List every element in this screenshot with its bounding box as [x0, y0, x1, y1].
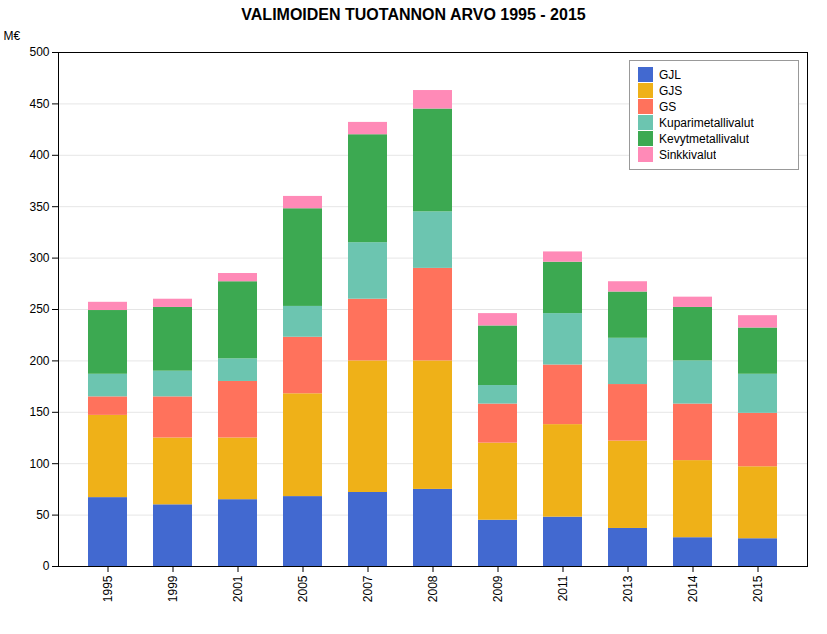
- svg-text:2009: 2009: [491, 575, 505, 602]
- svg-text:200: 200: [29, 354, 49, 368]
- svg-text:100: 100: [29, 457, 49, 471]
- html-text:Sinkkivalut: Sinkkivalut: [659, 147, 717, 162]
- html-text:VALIMOIDEN TUOTANNON ARVO 1995: VALIMOIDEN TUOTANNON ARVO 1995 - 2015: [241, 6, 586, 23]
- svg-text:2007: 2007: [361, 575, 375, 602]
- svg-text:0: 0: [43, 559, 50, 573]
- html-text:Kuparimetallivalut: Kuparimetallivalut: [659, 115, 754, 130]
- html-text:GJS: GJS: [659, 83, 683, 98]
- svg-text:2005: 2005: [296, 575, 310, 602]
- svg-text:M€: M€: [4, 29, 21, 43]
- svg-text:50: 50: [36, 508, 50, 522]
- svg-text:400: 400: [29, 148, 49, 162]
- svg-text:450: 450: [29, 97, 49, 111]
- svg-text:1999: 1999: [166, 575, 180, 602]
- svg-text:250: 250: [29, 302, 49, 316]
- html-text:GJL: GJL: [659, 67, 681, 82]
- svg-text:2013: 2013: [621, 575, 635, 602]
- svg-text:2008: 2008: [426, 575, 440, 602]
- svg-text:1995: 1995: [101, 575, 115, 602]
- svg-text:300: 300: [29, 251, 49, 265]
- svg-text:350: 350: [29, 200, 49, 214]
- svg-text:2014: 2014: [686, 575, 700, 602]
- svg-text:2001: 2001: [231, 575, 245, 602]
- svg-text:150: 150: [29, 405, 49, 419]
- svg-text:2015: 2015: [751, 575, 765, 602]
- html-text:Kevytmetallivalut: Kevytmetallivalut: [659, 131, 749, 146]
- svg-text:2011: 2011: [556, 575, 570, 601]
- html-text:GS: GS: [659, 99, 677, 114]
- svg-text:500: 500: [29, 45, 49, 59]
